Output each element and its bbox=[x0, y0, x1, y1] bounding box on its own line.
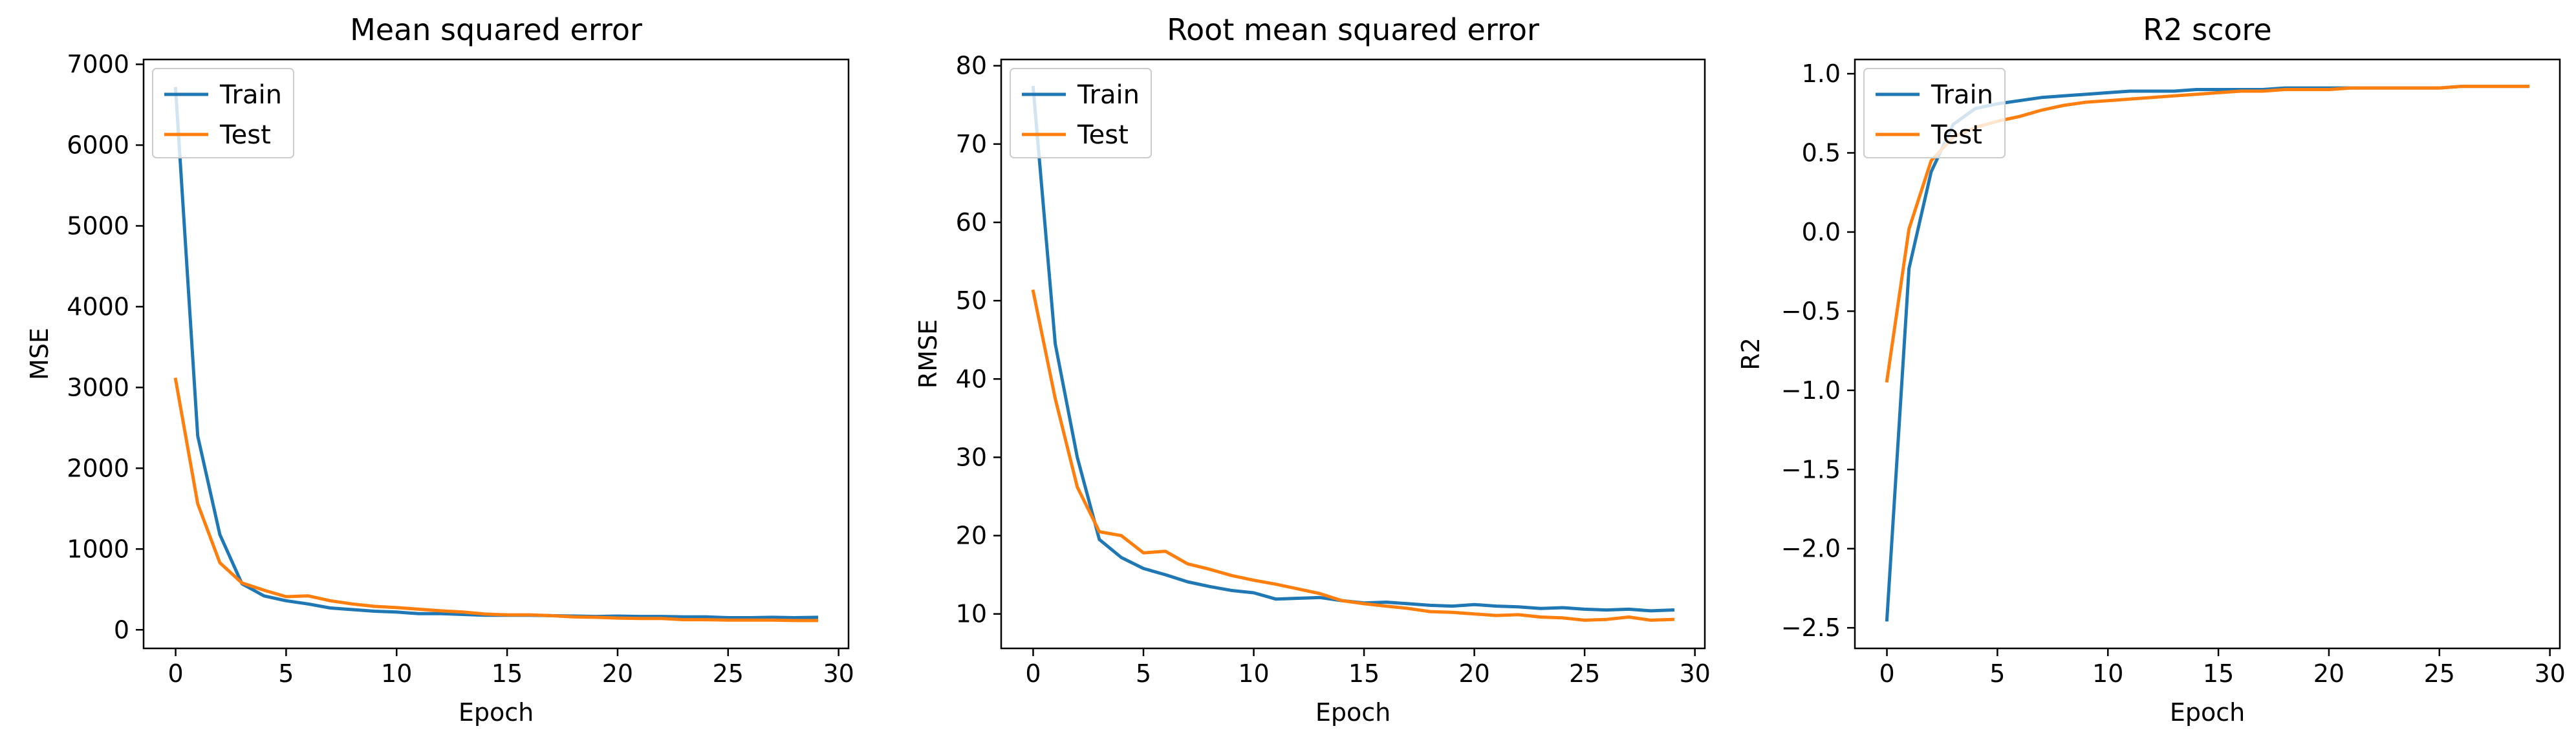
y-tick-label: 20 bbox=[956, 522, 987, 550]
x-tick-label: 15 bbox=[1348, 659, 1380, 688]
chart-title: Root mean squared error bbox=[1167, 12, 1539, 47]
series-line-test bbox=[1031, 289, 1675, 622]
legend: Train Test bbox=[1863, 68, 2006, 158]
x-tick-label: 15 bbox=[2203, 659, 2234, 688]
series-lines bbox=[1031, 85, 1675, 622]
y-tick-label: −1.5 bbox=[1781, 455, 1841, 484]
x-tick-label: 0 bbox=[1025, 659, 1041, 688]
x-tick-label: 5 bbox=[1989, 659, 2005, 688]
x-axis-label: Epoch bbox=[459, 698, 534, 727]
chart-r2: 0 5 10 15 20 25 30 −2.5 −2.0 −1.5 −1.0 −0.5 0.0 0.5 1.… bbox=[1737, 12, 2566, 727]
y-tick-label: 50 bbox=[956, 286, 987, 315]
legend-label-train: Train bbox=[1931, 80, 1993, 110]
legend: Train Test bbox=[1010, 68, 1152, 158]
y-tick-label: 5000 bbox=[67, 211, 129, 240]
legend-label-train: Train bbox=[1077, 80, 1140, 110]
y-tick-label: −0.5 bbox=[1781, 297, 1841, 325]
chart-title: R2 score bbox=[2143, 12, 2271, 47]
x-tick-label: 20 bbox=[2313, 659, 2344, 688]
chart-panels: 0 5 10 15 20 25 300100020003000400050006000700… bbox=[25, 12, 2566, 727]
y-tick-label: 0.0 bbox=[1802, 218, 1841, 246]
series-lines bbox=[173, 87, 819, 623]
chart-title: Mean squared error bbox=[350, 12, 642, 47]
x-tick-label: 0 bbox=[168, 659, 183, 688]
legend-label-train: Train bbox=[219, 80, 282, 110]
x-tick-label: 30 bbox=[823, 659, 854, 688]
y-tick-label: −1.0 bbox=[1781, 376, 1841, 405]
axes-frame bbox=[142, 58, 850, 650]
y-tick-label: 70 bbox=[956, 130, 987, 158]
x-tick-label: 20 bbox=[1458, 659, 1489, 688]
axes-frame bbox=[1854, 58, 2561, 650]
x-tick-label: 20 bbox=[602, 659, 633, 688]
x-tick-label: 5 bbox=[1136, 659, 1151, 688]
y-tick-label: −2.0 bbox=[1781, 535, 1841, 563]
y-tick-label: 1.0 bbox=[1802, 59, 1841, 88]
legend: Train Test bbox=[152, 68, 294, 158]
chart-mse: 0 5 10 15 20 25 30 0 1000 2000 3000 4000 5000 6000 700… bbox=[25, 12, 854, 727]
y-tick-label: 6000 bbox=[67, 131, 129, 159]
y-tick-label: 0.5 bbox=[1802, 138, 1841, 167]
legend-label-test: Test bbox=[219, 120, 271, 150]
x-tick-label: 15 bbox=[492, 659, 523, 688]
y-tick-label: 80 bbox=[956, 52, 987, 80]
x-tick-label: 10 bbox=[2092, 659, 2123, 688]
y-axis-label: R2 bbox=[1737, 337, 1765, 370]
x-tick-label: 25 bbox=[2424, 659, 2455, 688]
x-axis-label: Epoch bbox=[1315, 698, 1391, 727]
axes-frame bbox=[1000, 58, 1706, 650]
x-tick-label: 25 bbox=[713, 659, 744, 688]
x-tick-label: 25 bbox=[1569, 659, 1600, 688]
x-tick-label: 30 bbox=[2534, 659, 2565, 688]
y-tick-label: 30 bbox=[956, 443, 987, 471]
chart-rmse: 0 5 10 15 20 25 30 10 20 30 40 50 60 70 80 Root mean sq… bbox=[914, 12, 1711, 727]
x-tick-label: 5 bbox=[278, 659, 294, 688]
x-tick-label: 10 bbox=[381, 659, 412, 688]
x-tick-label: 10 bbox=[1238, 659, 1269, 688]
legend-label-test: Test bbox=[1931, 120, 1982, 150]
y-axis-label: RMSE bbox=[914, 319, 942, 389]
series-line-test bbox=[173, 378, 818, 623]
x-axis-label: Epoch bbox=[2170, 698, 2245, 727]
y-tick-label: −2.5 bbox=[1781, 613, 1841, 642]
y-tick-label: 40 bbox=[956, 365, 987, 393]
y-tick-label: 0 bbox=[114, 615, 129, 644]
y-tick-label: 7000 bbox=[67, 50, 129, 78]
legend-label-test: Test bbox=[1077, 120, 1129, 150]
y-tick-label: 3000 bbox=[67, 373, 129, 401]
y-tick-label: 60 bbox=[956, 208, 987, 237]
y-tick-label: 2000 bbox=[67, 454, 129, 482]
y-tick-label: 1000 bbox=[67, 535, 129, 563]
x-tick-label: 0 bbox=[1879, 659, 1894, 688]
y-axis-label: MSE bbox=[25, 328, 54, 380]
x-tick-label: 30 bbox=[1679, 659, 1710, 688]
y-tick-label: 4000 bbox=[67, 292, 129, 321]
y-tick-label: 10 bbox=[956, 600, 987, 628]
